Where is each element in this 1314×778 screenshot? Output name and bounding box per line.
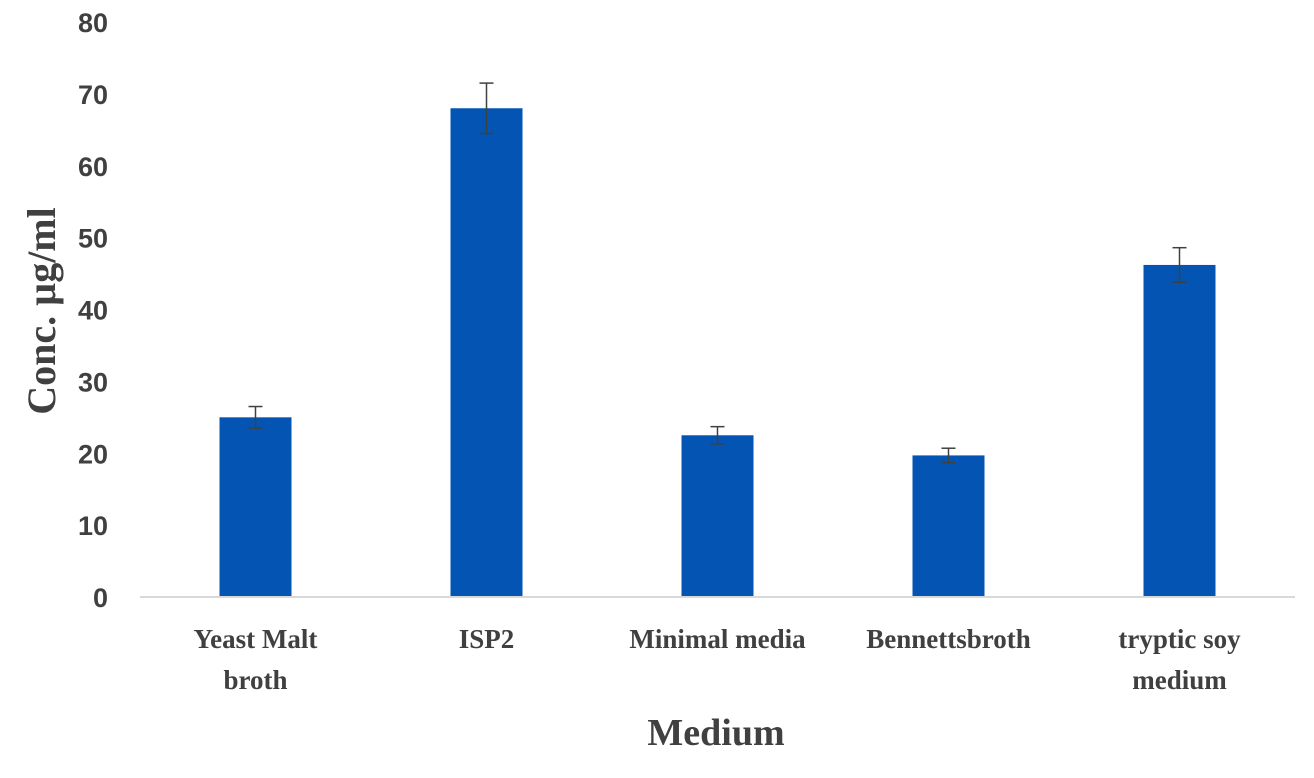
x-axis-label: Medium bbox=[647, 712, 784, 754]
y-tick-label: 0 bbox=[93, 583, 108, 613]
y-tick-label: 10 bbox=[78, 511, 108, 541]
y-tick-label: 70 bbox=[78, 80, 108, 110]
error-bar bbox=[710, 425, 725, 445]
y-tick-labels: 0 10 20 30 40 50 60 70 80 bbox=[78, 8, 108, 613]
y-tick-label: 80 bbox=[78, 8, 108, 38]
bar bbox=[912, 455, 985, 597]
bar bbox=[1143, 264, 1216, 597]
error-bar bbox=[941, 447, 956, 464]
y-tick-label: 30 bbox=[78, 367, 108, 397]
x-tick-labels: Yeast Malt broth ISP2 Minimal media Bennetts… bbox=[194, 624, 1241, 695]
x-tick-label: Bennettsbroth bbox=[866, 624, 1031, 654]
error-bars bbox=[248, 82, 1187, 464]
x-tick-label: ISP2 bbox=[459, 624, 515, 654]
x-tick-label: Minimal media bbox=[629, 624, 806, 654]
y-tick-label: 40 bbox=[78, 296, 108, 326]
y-tick-label: 50 bbox=[78, 224, 108, 254]
bars bbox=[219, 108, 1216, 597]
bar bbox=[450, 108, 523, 597]
x-tick-label: tryptic soy medium bbox=[1118, 624, 1241, 695]
y-tick-label: 60 bbox=[78, 152, 108, 182]
error-bar bbox=[479, 82, 494, 135]
y-tick-label: 20 bbox=[78, 439, 108, 469]
error-bar bbox=[1172, 246, 1187, 283]
bar bbox=[219, 417, 292, 597]
bar bbox=[681, 435, 754, 597]
error-bar bbox=[248, 405, 263, 429]
x-tick-label: Yeast Malt broth bbox=[194, 624, 318, 695]
y-axis-label: Conc. µg/ml bbox=[19, 207, 64, 414]
